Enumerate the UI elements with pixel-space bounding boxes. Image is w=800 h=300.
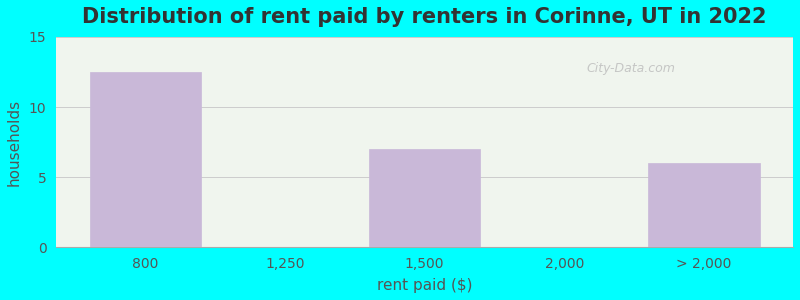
X-axis label: rent paid ($): rent paid ($) bbox=[377, 278, 472, 293]
Y-axis label: households: households bbox=[7, 98, 22, 186]
Bar bbox=[90, 72, 202, 248]
Text: City-Data.com: City-Data.com bbox=[586, 62, 676, 75]
Title: Distribution of rent paid by renters in Corinne, UT in 2022: Distribution of rent paid by renters in … bbox=[82, 7, 767, 27]
Bar bbox=[369, 149, 481, 248]
Bar bbox=[648, 163, 759, 248]
